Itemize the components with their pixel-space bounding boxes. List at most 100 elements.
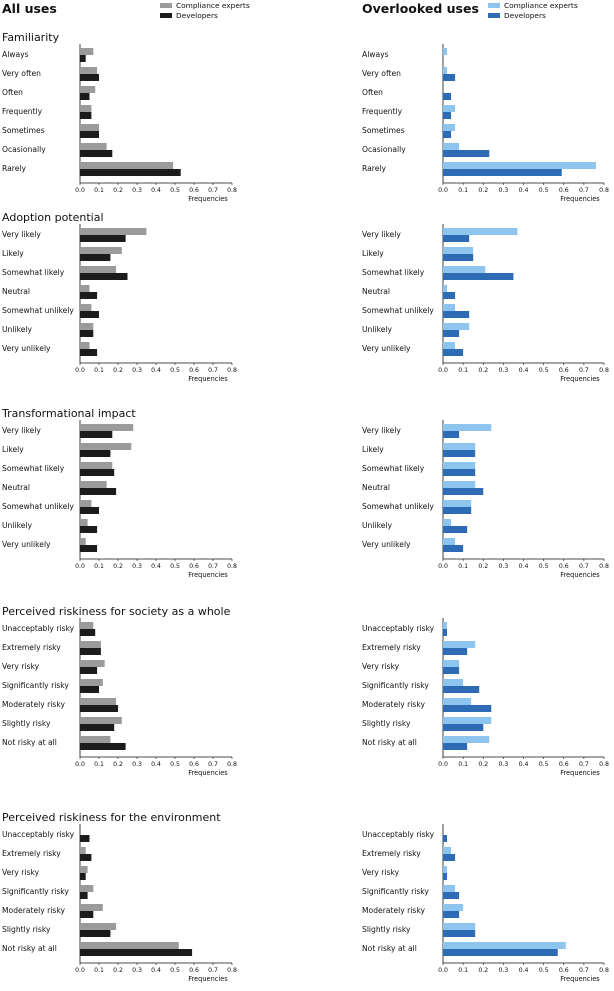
panel-overlooked-uses: Very likely Likely Somewhat likely Neutral S… xyxy=(362,224,609,383)
x-tick-label: 0.4 xyxy=(519,967,529,974)
bar-developers-sometimes xyxy=(80,131,99,138)
x-tick-label: 0.8 xyxy=(227,563,237,570)
bar-compliance-experts-very-likely xyxy=(443,228,518,235)
bar-developers-always xyxy=(80,55,86,62)
legend-swatch-developers-all xyxy=(160,13,172,18)
bar-developers-extremely-risky xyxy=(443,648,468,655)
bar-developers-very-unlikely xyxy=(80,545,98,552)
bar-compliance-experts-ocasionally xyxy=(443,143,460,150)
panel-overlooked-uses: Unacceptably risky Extremely risky Very ri… xyxy=(362,824,609,983)
x-axis-title: Frequencies xyxy=(188,975,228,983)
x-tick-label: 0.4 xyxy=(519,187,529,194)
bar-compliance-experts-neutral xyxy=(443,285,448,292)
x-tick-label: 0.5 xyxy=(170,761,180,768)
bar-developers-very-unlikely xyxy=(443,349,464,356)
category-label-rarely: Rarely xyxy=(2,164,26,173)
x-tick-label: 0.4 xyxy=(151,761,161,768)
category-label-very-unlikely: Very unlikely xyxy=(362,540,411,549)
x-tick-label: 0.0 xyxy=(438,187,448,194)
bar-compliance-experts-significantly-risky xyxy=(80,679,103,686)
category-label-neutral: Neutral xyxy=(362,483,390,492)
category-label-always: Always xyxy=(2,50,29,59)
bar-compliance-experts-somewhat-unlikely xyxy=(443,304,456,311)
bar-developers-likely xyxy=(80,254,111,261)
panel-all-uses: Unacceptably risky Extremely risky Very ri… xyxy=(2,824,237,983)
bar-compliance-experts-likely xyxy=(80,247,122,254)
x-tick-label: 0.6 xyxy=(189,187,199,194)
bar-developers-somewhat-likely xyxy=(80,469,115,476)
bar-compliance-experts-unlikely xyxy=(443,519,452,526)
category-label-very-likely: Very likely xyxy=(2,230,41,239)
x-tick-label: 0.8 xyxy=(599,187,609,194)
category-label-very-often: Very often xyxy=(2,69,41,78)
x-tick-label: 0.4 xyxy=(151,367,161,374)
category-label-very-unlikely: Very unlikely xyxy=(362,344,411,353)
category-label-somewhat-likely: Somewhat likely xyxy=(2,268,65,277)
bar-developers-ocasionally xyxy=(443,150,490,157)
x-tick-label: 0.3 xyxy=(132,967,142,974)
x-tick-label: 0.1 xyxy=(94,367,104,374)
bar-compliance-experts-very-unlikely xyxy=(443,538,456,545)
category-label-unlikely: Unlikely xyxy=(362,325,392,334)
x-tick-label: 0.5 xyxy=(170,367,180,374)
x-tick-label: 0.1 xyxy=(458,187,468,194)
x-tick-label: 0.1 xyxy=(94,187,104,194)
section-adoption-potential: Adoption potential Very likely Likely Somew… xyxy=(2,211,609,383)
x-tick-label: 0.6 xyxy=(559,563,569,570)
section-perceived-riskiness-for-the-environment: Perceived riskiness for the environmentU… xyxy=(2,811,609,983)
category-label-moderately-risky: Moderately risky xyxy=(362,906,425,915)
x-tick-label: 0.8 xyxy=(227,367,237,374)
bar-developers-very-risky xyxy=(80,667,98,674)
bar-compliance-experts-somewhat-unlikely xyxy=(80,500,92,507)
x-tick-label: 0.7 xyxy=(579,967,589,974)
bar-developers-unlikely xyxy=(443,330,460,337)
bar-compliance-experts-unacceptably-risky xyxy=(80,622,94,629)
bar-compliance-experts-very-often xyxy=(443,67,448,74)
bar-developers-often xyxy=(443,93,452,100)
bar-developers-neutral xyxy=(443,292,456,299)
bar-developers-slightly-risky xyxy=(80,930,111,937)
section-title: Perceived riskiness for the environment xyxy=(2,811,221,824)
panel-overlooked-uses: Always Very often Often Frequently Sometimes… xyxy=(362,44,609,203)
x-tick-label: 0.0 xyxy=(438,367,448,374)
bar-developers-moderately-risky xyxy=(443,911,460,918)
x-tick-label: 0.6 xyxy=(559,367,569,374)
category-label-somewhat-likely: Somewhat likely xyxy=(2,464,65,473)
category-label-often: Often xyxy=(362,88,383,97)
bar-compliance-experts-significantly-risky xyxy=(443,679,464,686)
x-tick-label: 0.8 xyxy=(227,967,237,974)
bar-compliance-experts-not-risky-at-all xyxy=(80,942,179,949)
x-tick-label: 0.7 xyxy=(579,367,589,374)
bar-compliance-experts-likely xyxy=(80,443,132,450)
category-label-moderately-risky: Moderately risky xyxy=(2,700,65,709)
x-tick-label: 0.1 xyxy=(458,367,468,374)
x-tick-label: 0.3 xyxy=(132,761,142,768)
x-tick-label: 0.3 xyxy=(498,187,508,194)
bar-developers-rarely xyxy=(443,169,562,176)
category-label-ocasionally: Ocasionally xyxy=(362,145,406,154)
x-tick-label: 0.6 xyxy=(189,967,199,974)
legend-swatch-compliance-experts-all xyxy=(160,3,172,8)
panel-all-uses: Very likely Likely Somewhat likely Neutral S… xyxy=(2,224,237,383)
category-label-neutral: Neutral xyxy=(2,287,30,296)
x-tick-label: 0.8 xyxy=(599,563,609,570)
bar-developers-ocasionally xyxy=(80,150,113,157)
category-label-significantly-risky: Significantly risky xyxy=(362,681,429,690)
category-label-very-risky: Very risky xyxy=(2,868,40,877)
bar-compliance-experts-extremely-risky xyxy=(80,641,101,648)
category-label-slightly-risky: Slightly risky xyxy=(2,925,51,934)
category-label-always: Always xyxy=(362,50,389,59)
bar-compliance-experts-very-unlikely xyxy=(80,342,90,349)
category-label-very-unlikely: Very unlikely xyxy=(2,540,51,549)
bar-developers-somewhat-likely xyxy=(80,273,128,280)
bar-developers-neutral xyxy=(443,488,484,495)
column-title-all-uses: All uses xyxy=(2,1,57,16)
x-tick-label: 0.4 xyxy=(151,967,161,974)
bar-compliance-experts-ocasionally xyxy=(80,143,107,150)
category-label-likely: Likely xyxy=(362,249,384,258)
bar-compliance-experts-somewhat-unlikely xyxy=(443,500,472,507)
section-title: Perceived riskiness for society as a who… xyxy=(2,605,231,618)
bar-developers-not-risky-at-all xyxy=(80,743,126,750)
category-label-extremely-risky: Extremely risky xyxy=(2,643,61,652)
x-tick-label: 0.8 xyxy=(599,761,609,768)
